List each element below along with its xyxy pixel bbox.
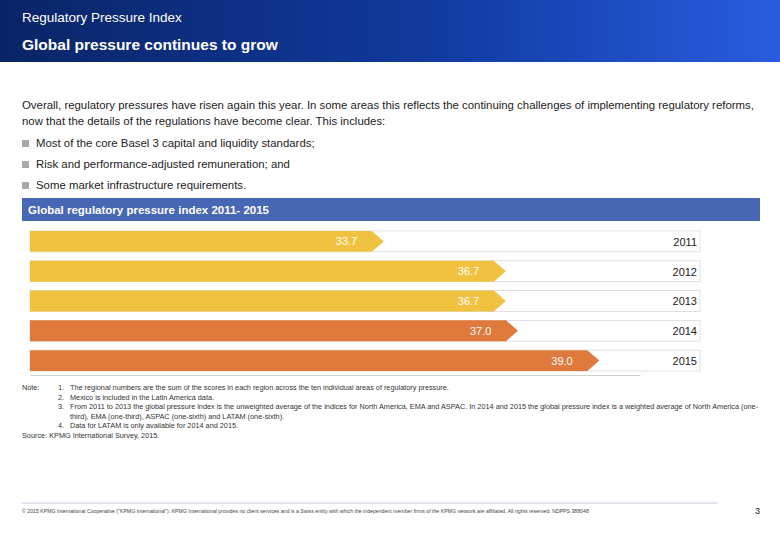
- note-number: 4.: [58, 421, 70, 431]
- y-tick-label: 2011: [673, 236, 697, 248]
- data-labels: 33.7 36.7 36.7 37.0 39.0: [336, 235, 573, 366]
- bullet-item: Risk and performance-adjusted remunerati…: [22, 154, 757, 175]
- bullet-item: Some market infrastructure requirements.: [22, 175, 757, 196]
- note-text: Mexico is included in the Latin America …: [70, 393, 772, 403]
- data-label: 33.7: [336, 235, 357, 247]
- bullet-square: [22, 161, 29, 168]
- slide-canvas: Regulatory Pressure Index Global pressure…: [0, 0, 780, 540]
- note-row: 4.Data for LATAM is only available for 2…: [22, 421, 772, 431]
- note-label: Note:: [22, 383, 58, 393]
- y-tick: 2011: [673, 236, 697, 248]
- footer-rule: [22, 503, 718, 504]
- y-tick-label: 2015: [673, 355, 697, 367]
- bar: [30, 231, 384, 252]
- header-title: Global pressure continues to grow: [22, 36, 279, 53]
- note-row: Note:1.The regional numbers are the sum …: [22, 383, 772, 393]
- chart-title-band: [22, 198, 760, 221]
- y-tick-label: 2014: [673, 325, 697, 337]
- header-band: [0, 0, 780, 62]
- row-frame: [30, 231, 700, 252]
- row-frames: [30, 231, 700, 371]
- bars: [30, 231, 599, 371]
- data-label: 37.0: [470, 325, 491, 337]
- note-row: 2.Mexico is included in the Latin Americ…: [22, 393, 772, 403]
- note-number: 1.: [58, 383, 70, 393]
- footer-text: © 2015 KPMG International Cooperative ("…: [22, 508, 722, 514]
- x-axis-line: [31, 375, 641, 376]
- bullet-text: Most of the core Basel 3 capital and liq…: [36, 137, 315, 149]
- data-label: 36.7: [458, 265, 479, 277]
- header-kicker: Regulatory Pressure Index: [22, 10, 182, 25]
- bar: [30, 291, 506, 312]
- note-text: Data for LATAM is only available for 201…: [70, 421, 772, 431]
- row-frame: [30, 291, 700, 312]
- intro-text: Overall, regulatory pressures have risen…: [22, 97, 757, 129]
- bullet-text: Risk and performance-adjusted remunerati…: [36, 158, 290, 170]
- note-label: [22, 393, 58, 403]
- row-frame: [30, 261, 700, 282]
- note-number: 3.: [58, 402, 70, 421]
- bullet-item: Most of the core Basel 3 capital and liq…: [22, 133, 757, 154]
- data-label: 39.0: [551, 355, 572, 367]
- note-text: From 2011 to 2013 the global pressure in…: [70, 402, 772, 421]
- y-tick: 2015: [673, 355, 697, 367]
- x-axis: [31, 375, 641, 376]
- row-frame: [30, 350, 700, 371]
- bullet-list: Most of the core Basel 3 capital and liq…: [22, 133, 757, 196]
- y-tick-label: 2012: [673, 266, 697, 278]
- bullet-text: Some market infrastructure requirements.: [36, 179, 246, 191]
- data-label: 36.7: [458, 295, 479, 307]
- note-source: Source: KPMG International Survey, 2015.: [22, 431, 772, 441]
- note-text: The regional numbers are the sum of the …: [70, 383, 772, 393]
- y-tick: 2014: [673, 325, 697, 337]
- row-frame: [30, 320, 700, 341]
- y-tick: 2012: [673, 266, 697, 278]
- bullet-square: [22, 140, 29, 147]
- notes: Note:1.The regional numbers are the sum …: [22, 383, 772, 441]
- note-label: [22, 402, 58, 421]
- note-number: 2.: [58, 393, 70, 403]
- page-number: 3: [740, 506, 760, 516]
- y-tick: 2013: [673, 295, 697, 307]
- chart-title: Global regulatory pressure index 2011- 2…: [28, 204, 270, 216]
- note-label: [22, 421, 58, 431]
- y-axis: 2011 2012 2013 2014 2015: [673, 236, 697, 367]
- note-row: 3.From 2011 to 2013 the global pressure …: [22, 402, 772, 421]
- bar: [30, 350, 599, 371]
- bar: [30, 261, 506, 282]
- bullet-square: [22, 182, 29, 189]
- bar: [30, 320, 518, 341]
- y-tick-label: 2013: [673, 295, 697, 307]
